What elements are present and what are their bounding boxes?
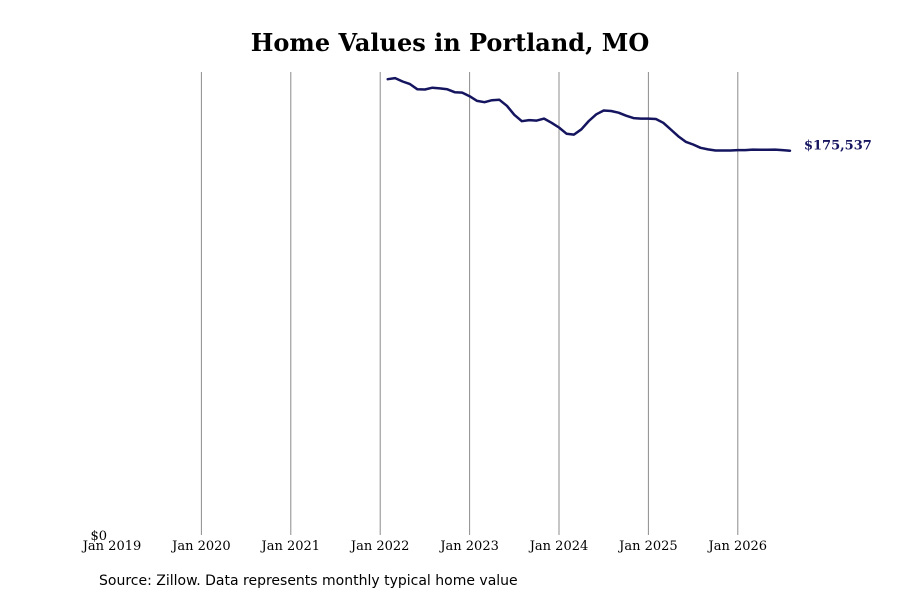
- x-tick-label: Jan 2026: [707, 539, 768, 554]
- x-tick-label: Jan 2021: [260, 539, 321, 554]
- last-value-label: $175,537: [804, 139, 872, 154]
- x-tick-label: Jan 2019: [81, 539, 142, 554]
- x-tick-label: Jan 2024: [528, 539, 589, 554]
- chart-title: Home Values in Portland, MO: [250, 28, 650, 57]
- vertical-gridlines: [200, 72, 739, 535]
- source-note: Source: Zillow. Data represents monthly …: [99, 573, 518, 589]
- x-tick-label: Jan 2025: [617, 539, 678, 554]
- x-tick-label: Jan 2023: [438, 539, 499, 554]
- y-axis-tick-labels: $0: [90, 529, 107, 544]
- series-line: [386, 76, 792, 152]
- y-tick-label: $0: [90, 529, 107, 544]
- x-tick-label: Jan 2020: [170, 539, 231, 554]
- x-axis-tick-labels: Jan 2019 Jan 2020 Jan 2021 Jan 2022 Jan 2023…: [81, 539, 767, 554]
- x-tick-label: Jan 2022: [349, 539, 410, 554]
